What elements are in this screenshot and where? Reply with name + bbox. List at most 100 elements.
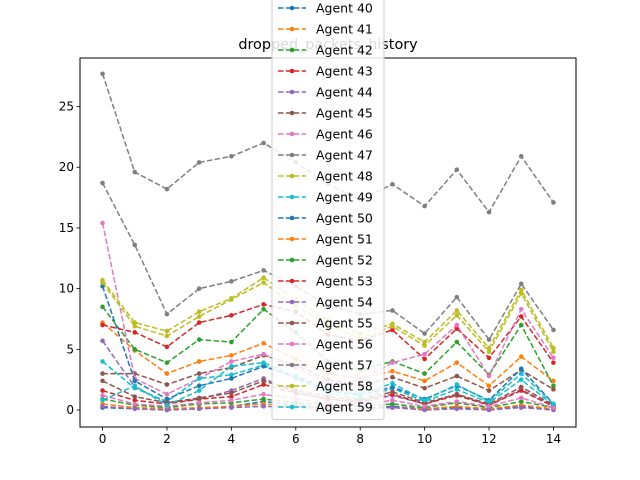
data-point — [518, 306, 524, 312]
data-point — [486, 407, 492, 413]
series-line — [101, 281, 555, 354]
legend-label: Agent 41 — [316, 22, 373, 37]
data-point — [132, 242, 138, 248]
data-point — [164, 311, 170, 317]
data-point — [100, 322, 105, 328]
legend-label: Agent 59 — [316, 400, 373, 415]
legend-label: Agent 58 — [316, 379, 373, 394]
data-point — [390, 181, 395, 187]
data-point — [196, 376, 202, 381]
data-point — [518, 322, 524, 328]
legend-marker — [289, 26, 295, 32]
data-point — [229, 359, 234, 364]
legend-label: Agent 43 — [316, 64, 373, 79]
data-point — [261, 268, 266, 273]
data-point — [164, 402, 170, 408]
legend-label: Agent 48 — [316, 169, 373, 184]
data-point — [132, 401, 138, 407]
data-point — [422, 371, 427, 376]
legend-item: Agent 59 — [278, 400, 373, 415]
data-point — [229, 339, 234, 345]
legend-item: Agent 54 — [278, 295, 373, 310]
legend-item: Agent 56 — [278, 337, 373, 352]
legend-item: Agent 51 — [278, 232, 373, 247]
data-point — [486, 399, 492, 404]
data-point — [390, 389, 395, 395]
data-point — [422, 385, 427, 391]
data-point — [100, 398, 105, 403]
data-point — [261, 378, 266, 384]
legend-marker — [289, 236, 295, 242]
y-tick-label: 25 — [59, 100, 74, 114]
data-point — [229, 376, 234, 381]
data-point — [261, 280, 266, 285]
data-point — [100, 180, 105, 186]
data-point — [229, 364, 234, 369]
x-tick-label: 6 — [292, 432, 300, 446]
legend-marker — [289, 299, 295, 305]
data-point — [518, 377, 524, 382]
data-point — [518, 399, 524, 404]
data-point — [196, 314, 202, 319]
data-point — [422, 203, 427, 209]
data-point — [261, 396, 266, 402]
data-point — [551, 360, 556, 365]
data-point — [454, 326, 460, 331]
data-point — [486, 337, 492, 342]
legend-label: Agent 49 — [316, 190, 373, 205]
x-axis: 0 2 4 6 8 10 12 14 — [99, 427, 561, 446]
data-point — [229, 372, 234, 378]
legend-item: Agent 58 — [278, 379, 373, 394]
data-point — [422, 404, 427, 409]
data-point — [551, 387, 556, 392]
data-point — [196, 320, 202, 325]
x-tick-label: 2 — [163, 432, 171, 446]
data-point — [229, 353, 234, 358]
data-point — [164, 382, 170, 387]
data-point — [164, 186, 170, 192]
data-point — [196, 388, 202, 393]
legend-label: Agent 46 — [316, 127, 373, 142]
legend-label: Agent 44 — [316, 85, 373, 100]
legend-label: Agent 55 — [316, 316, 373, 331]
data-point — [132, 406, 138, 412]
data-point — [100, 71, 105, 77]
data-point — [229, 390, 234, 396]
data-point — [261, 351, 266, 357]
data-point — [100, 359, 105, 364]
x-tick-label: 10 — [417, 432, 432, 446]
series-line — [102, 360, 554, 406]
data-point — [390, 323, 395, 329]
data-point — [454, 387, 460, 392]
x-tick-label: 12 — [481, 432, 496, 446]
legend-box — [271, 0, 385, 420]
data-point — [164, 360, 170, 365]
data-point — [132, 378, 138, 384]
legend-item: Agent 40 — [278, 1, 373, 16]
legend-marker — [289, 383, 295, 389]
data-point — [196, 359, 202, 364]
data-point — [390, 368, 395, 374]
data-point — [454, 313, 460, 318]
legend-marker — [289, 362, 295, 368]
data-point — [164, 371, 170, 376]
data-point — [454, 322, 460, 328]
legend-label: Agent 54 — [316, 295, 373, 310]
data-point — [229, 297, 234, 302]
legend-label: Agent 47 — [316, 148, 373, 163]
legend-marker — [289, 404, 295, 410]
data-point — [390, 327, 395, 333]
legend-marker — [289, 341, 295, 347]
data-point — [518, 384, 524, 390]
legend-item: Agent 43 — [278, 64, 373, 79]
data-point — [196, 400, 202, 406]
data-point — [261, 140, 266, 146]
data-point — [164, 344, 170, 350]
data-point — [454, 406, 460, 412]
data-point — [551, 200, 556, 205]
data-point — [196, 383, 202, 389]
data-point — [422, 351, 427, 357]
data-point — [132, 383, 138, 389]
data-point — [454, 167, 460, 172]
data-point — [132, 394, 138, 399]
